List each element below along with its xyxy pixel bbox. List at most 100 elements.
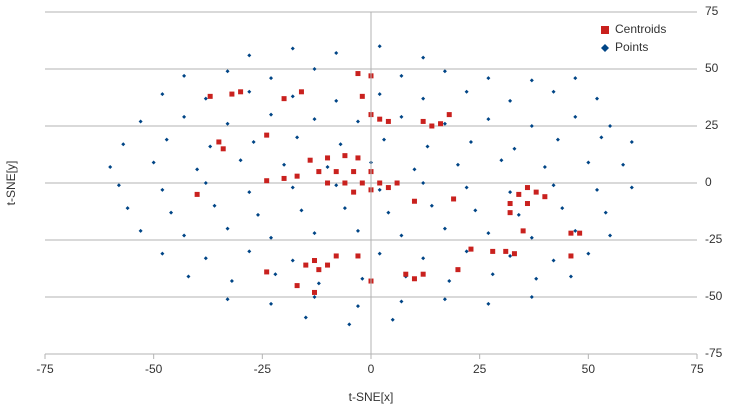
centroid-marker (298, 89, 304, 95)
point-marker (595, 187, 600, 192)
centroid-marker (311, 258, 317, 264)
point-marker (399, 114, 404, 119)
point-marker (334, 51, 339, 56)
point-marker (468, 139, 473, 144)
centroid-marker (355, 71, 361, 77)
point-marker (516, 212, 521, 217)
centroid-marker (325, 262, 331, 268)
point-marker (608, 124, 613, 128)
point-marker (290, 94, 295, 99)
point-marker (508, 190, 513, 195)
centroid-marker (377, 180, 383, 186)
point-marker (499, 158, 504, 163)
point-marker (442, 297, 447, 302)
x-tick-label: -75 (36, 362, 54, 376)
point-marker (442, 121, 447, 126)
centroid-marker (507, 210, 513, 216)
point-marker (551, 89, 556, 94)
legend: Centroids Points (601, 22, 666, 54)
y-tick-label: 50 (705, 61, 719, 75)
point-marker (551, 183, 556, 188)
centroid-marker (411, 276, 417, 282)
point-marker (282, 162, 287, 167)
point-marker (586, 251, 591, 256)
point-marker (399, 299, 404, 304)
point-marker (116, 183, 121, 188)
point-marker (486, 117, 491, 122)
centroid-marker (503, 248, 509, 254)
point-marker (316, 281, 321, 286)
centroid-marker (325, 180, 331, 186)
point-marker (312, 231, 317, 236)
point-marker (338, 142, 343, 147)
centroid-marker (303, 262, 309, 268)
point-marker (208, 144, 213, 149)
point-marker (160, 251, 165, 256)
point-marker (560, 206, 565, 211)
centroid-marker (377, 116, 383, 122)
point-marker (347, 322, 352, 327)
centroid-marker (264, 132, 270, 138)
centroid-marker (411, 198, 417, 204)
centroid-marker (342, 180, 348, 186)
point-marker (238, 158, 243, 163)
point-marker (529, 235, 534, 240)
y-tick-label: 75 (705, 4, 719, 18)
centroid-marker (238, 89, 244, 95)
marks (108, 44, 634, 327)
y-tick-label: -50 (705, 289, 723, 303)
point-marker (225, 226, 230, 231)
point-marker (342, 206, 347, 211)
point-marker (442, 226, 447, 231)
centroid-marker (342, 153, 348, 159)
point-marker (442, 69, 447, 74)
point-marker (382, 137, 387, 142)
point-marker (601, 44, 609, 52)
point-marker (608, 233, 613, 238)
centroid-marker (355, 155, 361, 161)
point-marker (138, 228, 143, 233)
centroid-marker (429, 123, 435, 129)
x-tick-label: 25 (473, 362, 487, 376)
point-marker (377, 251, 382, 256)
centroid-marker (220, 146, 226, 152)
point-marker (195, 167, 200, 172)
point-marker (486, 301, 491, 306)
centroid-marker (524, 201, 530, 207)
centroid-marker (511, 251, 517, 257)
point-marker (255, 212, 260, 217)
point-marker (429, 203, 434, 208)
point-marker (377, 92, 382, 97)
point-marker (251, 139, 256, 144)
point-marker (269, 112, 274, 117)
point-marker (295, 135, 300, 140)
point-marker (555, 137, 560, 142)
centroid-marker (385, 118, 391, 124)
centroid-marker (468, 246, 474, 252)
point-marker (138, 119, 143, 124)
point-marker (399, 233, 404, 238)
point-marker (247, 89, 252, 94)
legend-label: Points (615, 40, 648, 54)
point-marker (599, 135, 604, 140)
point-marker (551, 258, 556, 263)
x-tick-label: 0 (368, 362, 375, 376)
centroid-marker (194, 191, 200, 197)
point-marker (595, 96, 600, 101)
centroid-marker (264, 269, 270, 275)
centroid-marker (394, 180, 400, 186)
point-marker (360, 276, 365, 281)
point-marker (447, 279, 452, 284)
point-marker (164, 137, 169, 142)
centroid-marker (542, 194, 548, 200)
centroid-marker (216, 139, 222, 145)
x-tick-label: -25 (254, 362, 272, 376)
point-marker (160, 187, 165, 192)
point-marker (464, 249, 469, 254)
point-marker (529, 78, 534, 83)
point-marker (573, 114, 578, 119)
point-marker (573, 76, 578, 81)
x-tick-label: -50 (145, 362, 163, 376)
y-tick-label: 25 (705, 118, 719, 132)
